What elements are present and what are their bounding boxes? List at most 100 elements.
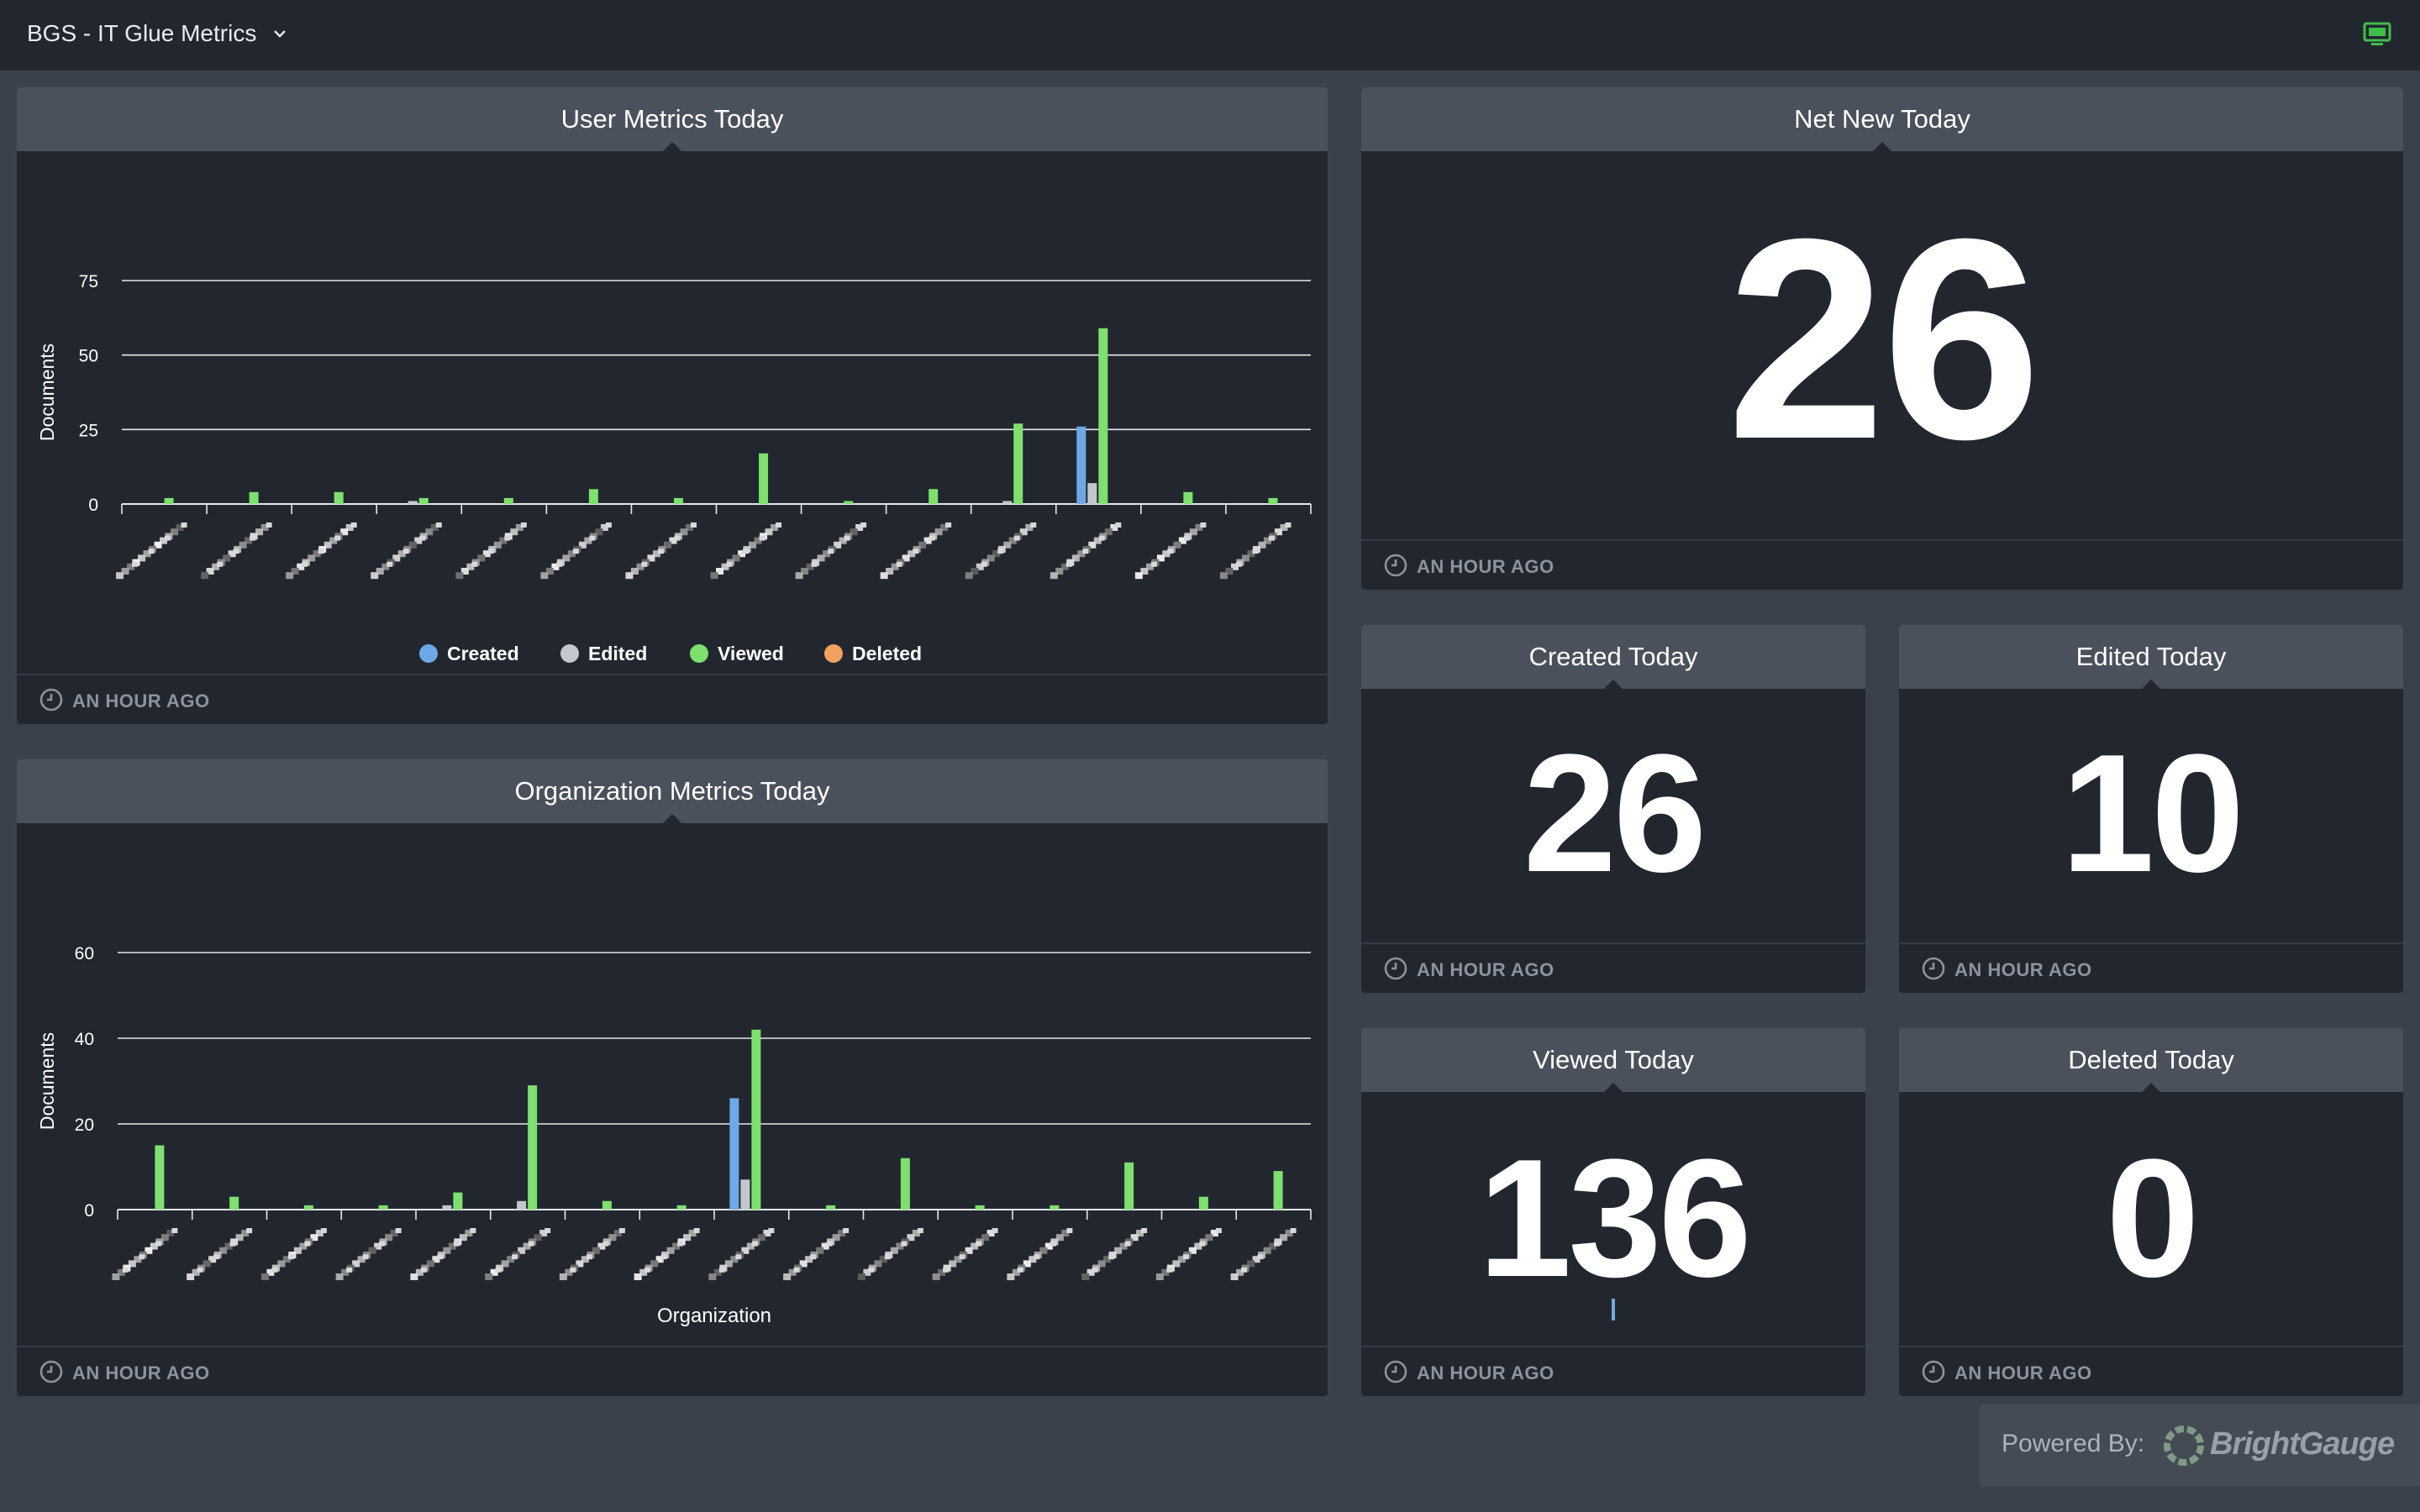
monitor-icon[interactable] — [2363, 22, 2391, 47]
bar-edited[interactable] — [1002, 501, 1013, 504]
x-category-label — [559, 1228, 625, 1280]
bar-viewed[interactable] — [759, 453, 769, 504]
x-axis-label: Organization — [657, 1305, 771, 1327]
legend-item-viewed[interactable]: Viewed — [690, 643, 784, 664]
edited-value: 10 — [2060, 720, 2244, 907]
bar-edited[interactable] — [740, 1179, 750, 1210]
panel-header: Organization Metrics Today — [17, 759, 1328, 824]
bar-viewed[interactable] — [418, 497, 429, 504]
bar-viewed[interactable] — [249, 491, 259, 504]
bar-viewed[interactable] — [929, 489, 939, 504]
panel-title: Viewed Today — [1533, 1045, 1694, 1074]
dashboard-selector[interactable]: BGS - IT Glue Metrics — [27, 20, 288, 47]
x-category-label — [335, 1228, 402, 1280]
x-category-label — [455, 522, 527, 580]
bar-viewed[interactable] — [751, 1029, 761, 1210]
bar-viewed[interactable] — [1273, 1171, 1283, 1210]
bar-viewed[interactable] — [826, 1205, 836, 1210]
bar-viewed[interactable] — [1268, 497, 1278, 504]
legend-item-deleted[interactable]: Deleted — [824, 643, 922, 664]
x-category-label — [116, 522, 187, 580]
brightgauge-logo-icon — [2164, 1425, 2204, 1466]
bar-viewed[interactable] — [303, 1205, 313, 1210]
top-bar: BGS - IT Glue Metrics — [0, 0, 2420, 71]
clock-icon — [1384, 554, 1407, 577]
panel-title: Edited Today — [2075, 642, 2227, 671]
bar-viewed[interactable] — [975, 1205, 985, 1210]
user-metrics-chart: 0 25 50 75 Documents Created Edited Viewed Delet… — [36, 272, 1312, 664]
bar-created[interactable] — [1076, 426, 1086, 504]
powered-by-badge[interactable]: Powered By: BrightGauge — [1980, 1404, 2420, 1487]
x-category-label — [286, 522, 357, 580]
bar-created[interactable] — [729, 1098, 739, 1210]
bar-viewed[interactable] — [673, 497, 683, 504]
bar-viewed[interactable] — [1124, 1162, 1134, 1210]
y-tick-label: 75 — [79, 272, 98, 291]
y-tick-label: 0 — [88, 496, 98, 515]
bar-viewed[interactable] — [1013, 423, 1023, 504]
bar-viewed[interactable] — [602, 1200, 612, 1210]
organization-metrics-panel: Organization Metrics Today 0 20 40 60 Docume… — [17, 759, 1328, 1396]
bar-viewed[interactable] — [1098, 328, 1108, 504]
bar-viewed[interactable] — [164, 497, 174, 504]
x-category-label — [1050, 522, 1122, 580]
x-category-label — [795, 522, 867, 580]
y-axis-label: Documents — [36, 344, 58, 441]
panel-header: Edited Today — [1899, 625, 2403, 690]
bar-viewed[interactable] — [453, 1192, 463, 1210]
bar-edited[interactable] — [1087, 483, 1097, 504]
bar-viewed[interactable] — [528, 1085, 538, 1210]
bar-viewed[interactable] — [900, 1158, 910, 1210]
bar-viewed[interactable] — [676, 1205, 687, 1210]
bar-viewed[interactable] — [503, 497, 513, 504]
x-category-label — [371, 522, 442, 580]
x-category-label — [410, 1228, 476, 1280]
updated-label: AN HOUR AGO — [72, 1362, 210, 1383]
updated-label: AN HOUR AGO — [1417, 556, 1555, 577]
bar-edited[interactable] — [517, 1200, 527, 1210]
bar-viewed[interactable] — [1198, 1196, 1208, 1210]
legend-item-created[interactable]: Created — [419, 643, 519, 664]
x-category-label — [880, 522, 952, 580]
x-category-label — [1134, 522, 1207, 580]
updated-label: AN HOUR AGO — [1417, 959, 1555, 980]
viewed-value: 136 — [1478, 1125, 1752, 1312]
panel-footer: AN HOUR AGO — [1361, 539, 2403, 590]
panel-header: Net New Today — [1361, 87, 2403, 152]
x-category-label — [710, 522, 782, 580]
user-metrics-panel: User Metrics Today 0 25 50 75 Documents Creat… — [17, 87, 1328, 724]
x-category-label — [1230, 1228, 1297, 1280]
bar-edited[interactable] — [408, 501, 418, 504]
y-tick-label: 20 — [75, 1116, 94, 1135]
bar-edited[interactable] — [442, 1205, 452, 1210]
bar-viewed[interactable] — [844, 501, 854, 504]
x-category-label — [187, 1228, 253, 1280]
x-category-label — [1219, 522, 1292, 580]
y-tick-label: 40 — [75, 1030, 94, 1049]
updated-label: AN HOUR AGO — [72, 690, 210, 711]
panel-footer: AN HOUR AGO — [1899, 1346, 2403, 1396]
dashboard-title: BGS - IT Glue Metrics — [27, 20, 257, 46]
powered-by-label: Powered By: — [2002, 1430, 2145, 1457]
clock-icon — [39, 1360, 63, 1383]
updated-label: AN HOUR AGO — [1417, 1362, 1555, 1383]
panel-header: Created Today — [1361, 625, 1865, 690]
bar-viewed[interactable] — [334, 491, 344, 504]
chevron-down-icon — [274, 30, 287, 38]
x-category-label — [112, 1228, 178, 1280]
x-category-label — [965, 522, 1037, 580]
y-tick-label: 50 — [79, 347, 98, 366]
clock-icon — [1922, 1360, 1945, 1383]
bar-viewed[interactable] — [1050, 1205, 1060, 1210]
panel-title: Organization Metrics Today — [514, 776, 830, 806]
bar-viewed[interactable] — [378, 1205, 388, 1210]
bar-viewed[interactable] — [588, 489, 598, 504]
bar-viewed[interactable] — [1183, 491, 1193, 504]
x-category-label — [260, 1228, 327, 1280]
net-new-value: 26 — [1726, 180, 2041, 499]
svg-text:Deleted: Deleted — [852, 643, 922, 664]
bar-viewed[interactable] — [155, 1145, 165, 1210]
bar-viewed[interactable] — [229, 1196, 239, 1210]
viewed-today-panel: Viewed Today 136 AN HOUR AGO — [1361, 1028, 1865, 1396]
legend-item-edited[interactable]: Edited — [560, 643, 647, 664]
